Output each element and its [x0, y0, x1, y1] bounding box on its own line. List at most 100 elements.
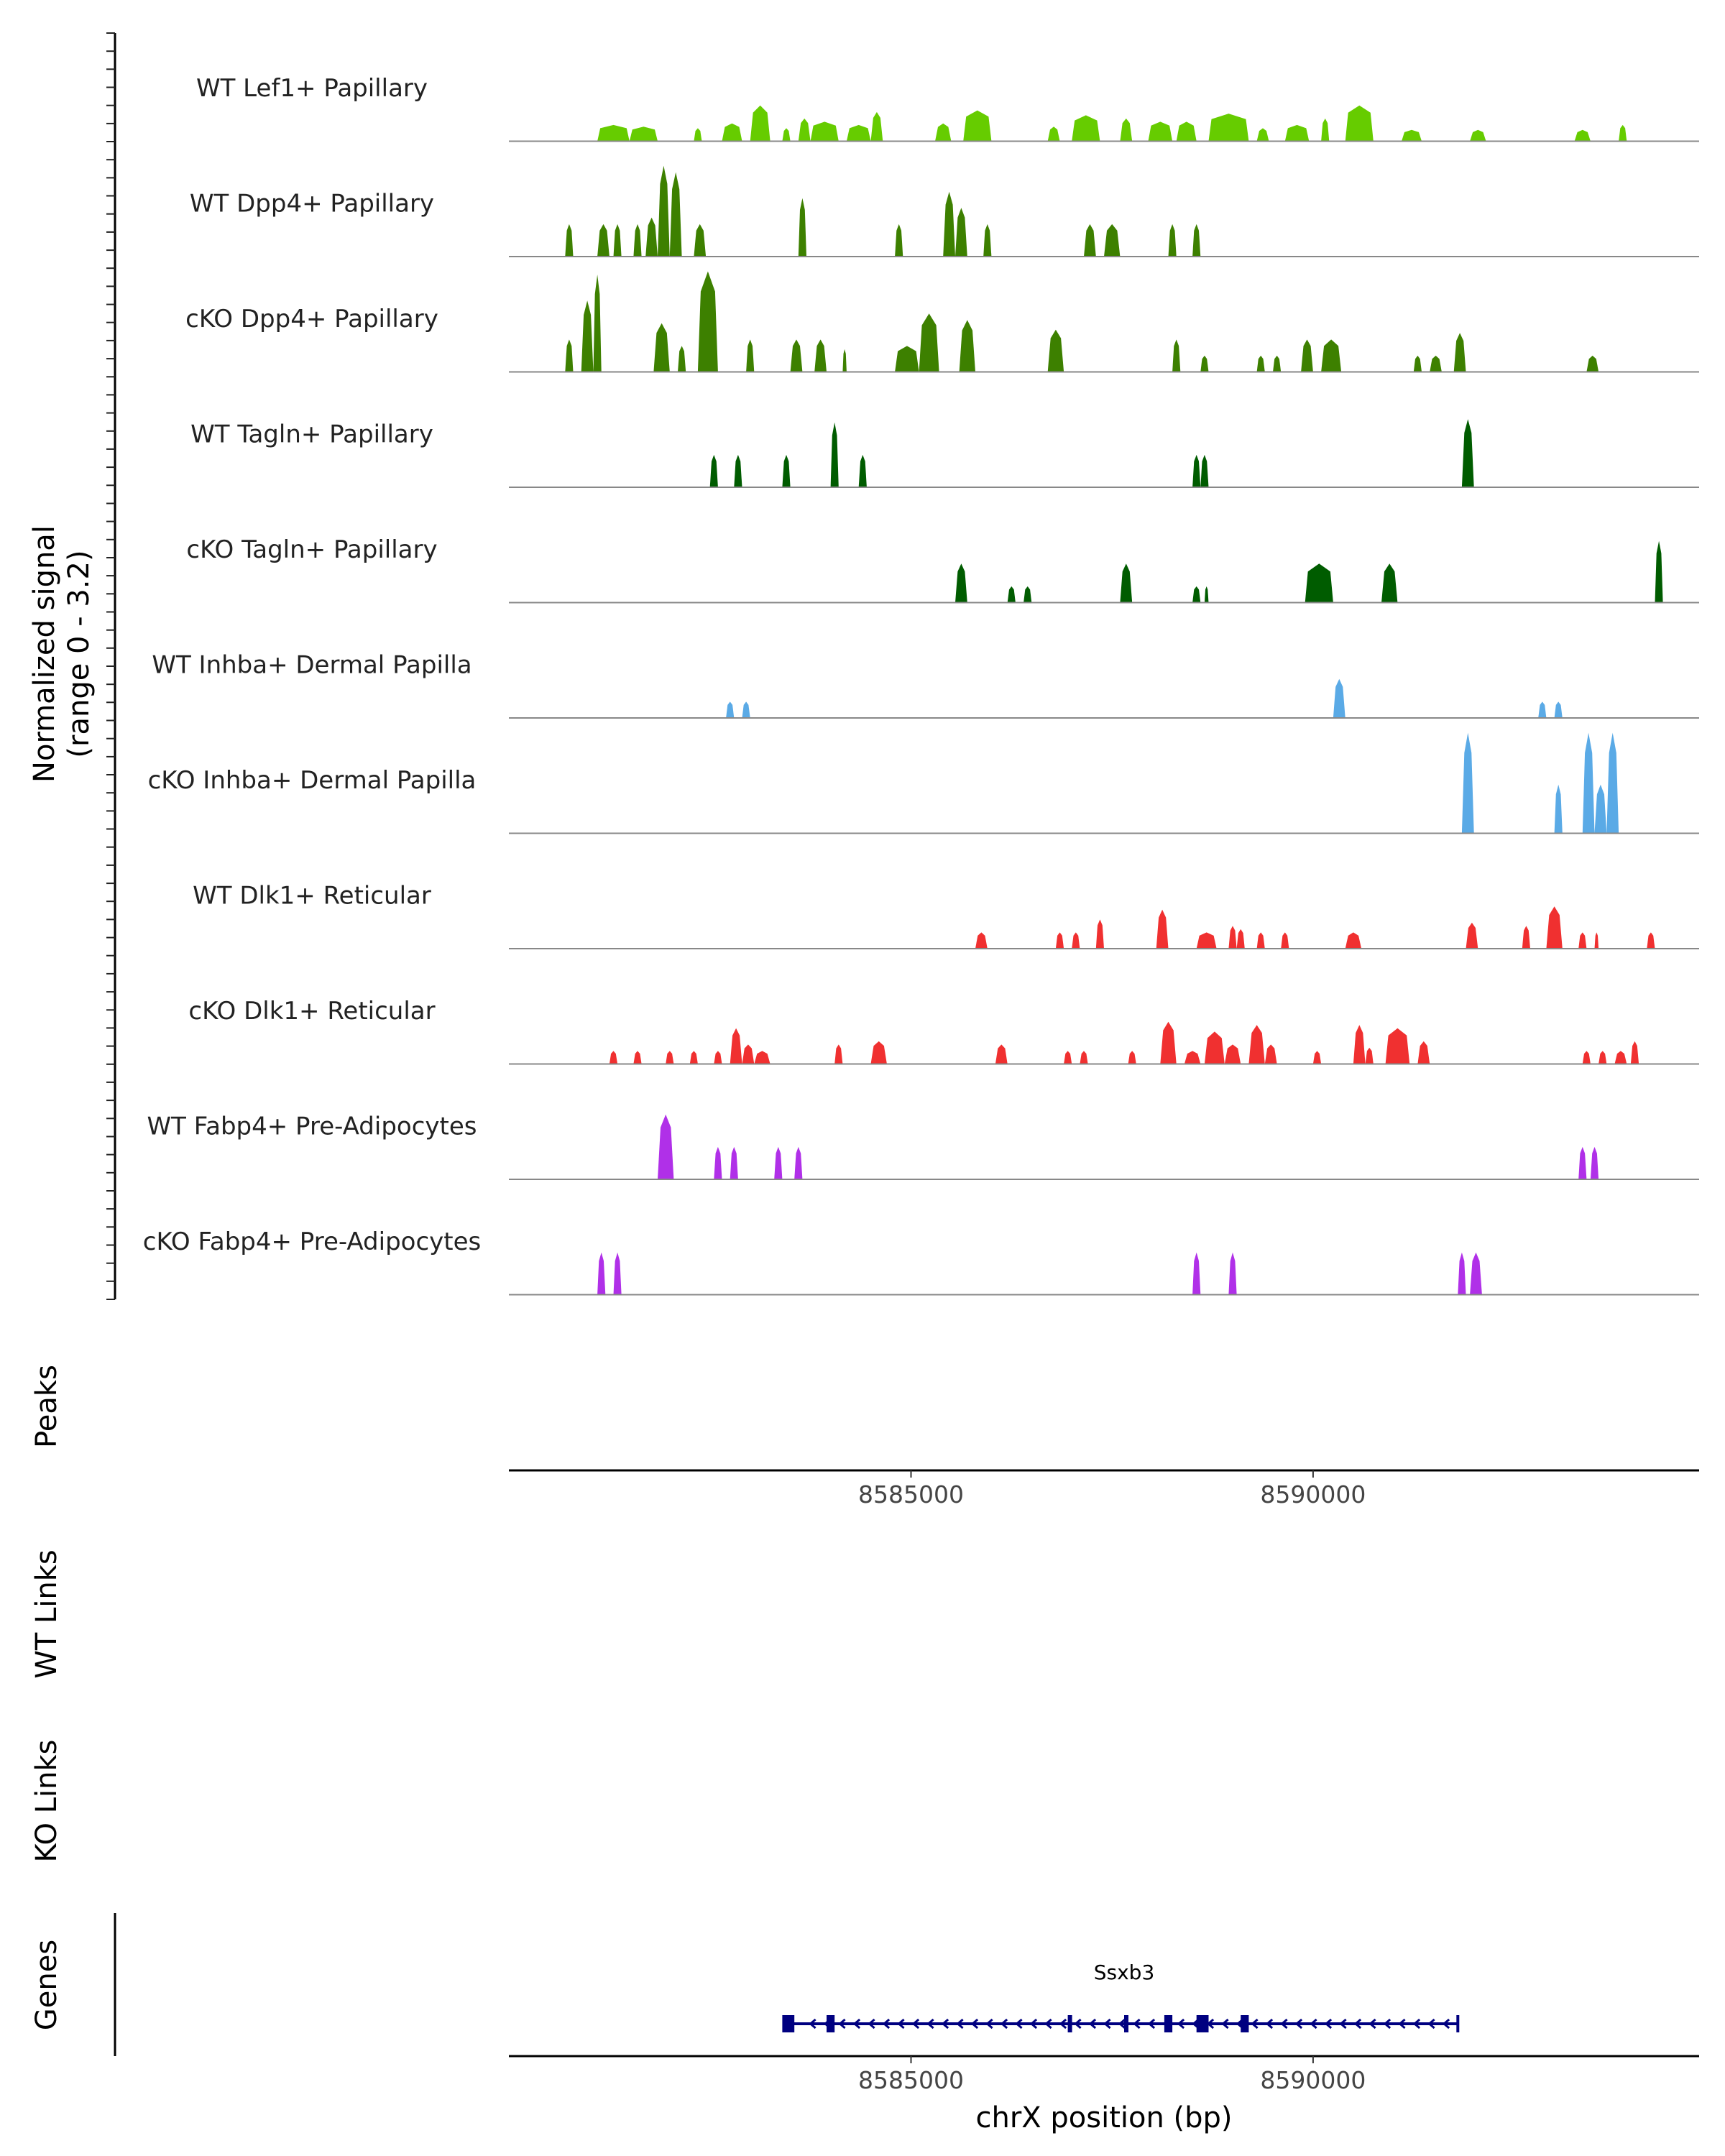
coverage-peak — [1168, 224, 1177, 257]
coverage-peak — [678, 346, 686, 372]
coverage-peak — [1192, 224, 1201, 257]
coverage-peak — [1072, 932, 1080, 949]
strand-arrow — [1251, 2018, 1259, 2030]
coverage-peak — [935, 123, 952, 142]
coverage-peak — [1273, 355, 1282, 372]
coverage-peak — [629, 126, 658, 142]
track-1: WT Lef1+ Papillary — [196, 74, 1699, 142]
strand-arrow — [1044, 2018, 1052, 2030]
coverage-peak — [1554, 701, 1563, 718]
coverage-peak — [842, 349, 847, 372]
coverage-peak — [1470, 1252, 1482, 1295]
strand-arrow — [882, 2018, 891, 2030]
strand-arrow — [1294, 2018, 1303, 2030]
x-axis-label: chrX position (bp) — [975, 2101, 1232, 2134]
coverage-peak — [726, 701, 735, 718]
track-3: cKO Dpp4+ Papillary — [185, 271, 1699, 373]
coverage-peak — [633, 224, 642, 257]
strand-arrow — [1118, 2018, 1126, 2030]
gene-track: Ssxb3 — [782, 1961, 1460, 2032]
coverage-peak — [810, 121, 839, 142]
coverage-peak — [1590, 1146, 1599, 1179]
coverage-peak — [1594, 784, 1607, 834]
track-9: cKO Dlk1+ Reticular — [188, 997, 1699, 1065]
coverage-peak — [1614, 1051, 1627, 1064]
track-4: WT Tagln+ Papillary — [190, 419, 1699, 488]
strand-arrow — [1029, 2018, 1038, 2030]
coverage-peak — [1192, 1252, 1201, 1295]
coverage-peak — [714, 1051, 722, 1064]
coverage-peak — [1598, 1051, 1607, 1064]
coverage-peak — [975, 932, 988, 949]
coverage-peak — [669, 172, 682, 257]
strand-arrow — [1088, 2018, 1097, 2030]
strand-arrow — [1147, 2018, 1156, 2030]
coverage-peak — [633, 1051, 642, 1064]
gene-name-label: Ssxb3 — [1094, 1961, 1155, 1984]
y-axis-label-range: (range 0 - 3.2) — [63, 550, 96, 757]
strand-arrow — [1000, 2018, 1008, 2030]
strand-arrow — [956, 2018, 964, 2030]
strand-arrow — [1221, 2018, 1229, 2030]
coverage-peak — [1586, 355, 1599, 372]
strand-arrow — [970, 2018, 979, 2030]
coverage-peak — [1546, 906, 1563, 949]
coverage-peak — [697, 271, 718, 372]
coverage-peak — [919, 313, 939, 372]
track-5: cKO Tagln+ Papillary — [186, 535, 1699, 604]
coverage-peak — [983, 224, 992, 257]
gene-exon — [1124, 2015, 1128, 2032]
track-label: WT Inhba+ Dermal Papilla — [152, 651, 472, 680]
coverage-peak — [613, 224, 622, 257]
coverage-peak — [943, 191, 955, 257]
x-axis-bottom: 8585000 8590000 — [858, 2056, 1366, 2094]
coverage-peak — [955, 563, 967, 603]
coverage-peak — [1047, 329, 1064, 372]
ko-links-label: KO Links — [30, 1740, 63, 1863]
coverage-peak — [1321, 118, 1330, 142]
coverage-peak — [1365, 1047, 1374, 1064]
coverage-peak — [1120, 118, 1133, 142]
coverage-peak — [714, 1146, 722, 1179]
coverage-peak — [1192, 454, 1201, 487]
coverage-peak — [689, 1051, 698, 1064]
coverage-peak — [834, 1044, 843, 1064]
coverage-peak — [1582, 732, 1595, 834]
coverage-peak — [1538, 701, 1547, 718]
coverage-peak — [1128, 1051, 1136, 1064]
coverage-peak — [730, 1028, 742, 1064]
strand-arrow — [1103, 2018, 1111, 2030]
coverage-peak — [798, 198, 806, 257]
coverage-peak — [666, 1051, 674, 1064]
strand-arrow — [897, 2018, 905, 2030]
coverage-peak — [794, 1146, 803, 1179]
track-label: WT Dpp4+ Papillary — [190, 190, 434, 218]
x-tick-label: 8590000 — [1260, 1480, 1366, 1508]
coverage-peak — [1333, 678, 1346, 718]
coverage-peak — [581, 300, 594, 372]
coverage-peak — [597, 1252, 606, 1295]
coverage-peak — [1606, 732, 1619, 834]
track-label: cKO Dpp4+ Papillary — [185, 305, 438, 333]
coverage-peak — [814, 339, 827, 372]
strand-arrow — [1310, 2018, 1317, 2030]
track-11: cKO Fabp4+ Pre-Adipocytes — [143, 1227, 1699, 1296]
coverage-peak — [658, 165, 670, 257]
strand-arrow — [1059, 2018, 1067, 2030]
coverage-peak — [1256, 932, 1265, 949]
strand-arrow — [809, 2018, 816, 2030]
coverage-peak — [1413, 355, 1422, 372]
coverage-peak — [565, 224, 574, 257]
track-label: cKO Tagln+ Papillary — [186, 535, 437, 564]
coverage-peak — [1619, 124, 1627, 142]
strand-arrow — [852, 2018, 861, 2030]
coverage-peak — [1184, 1051, 1201, 1064]
coverage-peak — [1554, 784, 1563, 834]
strand-arrow — [1280, 2018, 1288, 2030]
coverage-peak — [658, 1114, 674, 1179]
gene-exon — [1241, 2015, 1249, 2032]
coverage-peak — [1630, 1041, 1639, 1064]
x-tick-label: 8585000 — [858, 1480, 964, 1508]
coverage-peak — [1160, 1021, 1177, 1064]
coverage-peak — [1072, 115, 1100, 142]
